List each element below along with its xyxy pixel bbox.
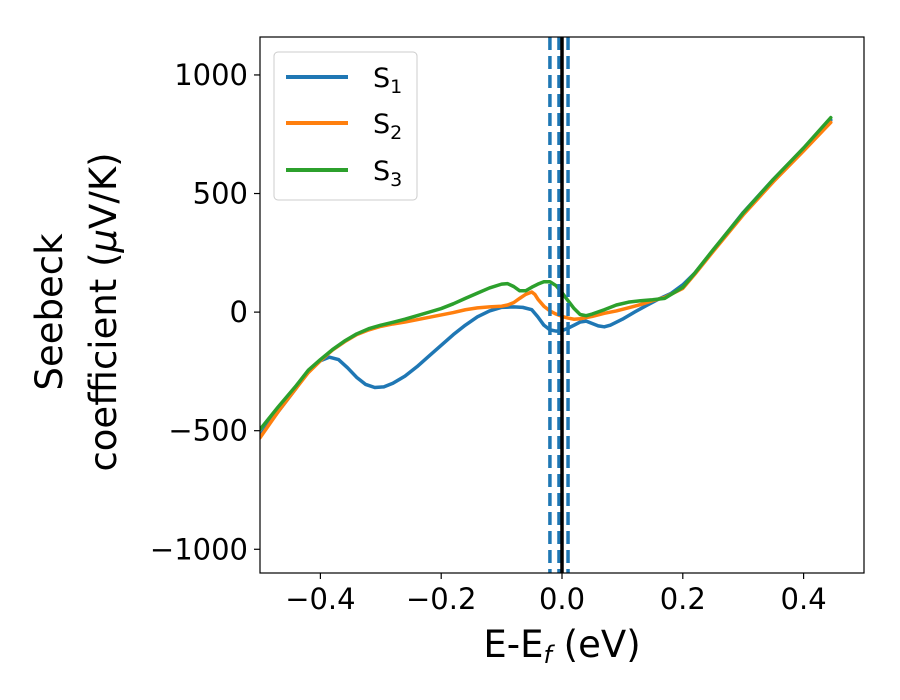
- legend: S1 S2 S3: [273, 51, 418, 201]
- series-line-s3: [260, 115, 833, 432]
- legend-label-s3: S3: [373, 156, 402, 191]
- y-tick-label: −500: [168, 414, 248, 448]
- y-tick-label: 500: [193, 177, 248, 211]
- x-tick-label: 0.2: [660, 582, 706, 616]
- y-tick-label: 0: [230, 295, 248, 329]
- y-tick-label: −1000: [150, 532, 248, 566]
- legend-box: [273, 51, 418, 201]
- legend-label-s2: S2: [373, 109, 402, 144]
- y-tick-label: 1000: [174, 58, 248, 92]
- x-tick-label: 0.0: [539, 582, 585, 616]
- y-axis-label: Seebeck coefficient (μV/K): [28, 152, 125, 471]
- plot-area: [260, 37, 833, 573]
- x-tick-label: 0.4: [781, 582, 827, 616]
- y-axis-label-line1: Seebeck: [28, 233, 71, 391]
- legend-label-s1: S1: [373, 63, 402, 98]
- x-tick-label: −0.2: [406, 582, 476, 616]
- axis-ticks: −0.4 −0.2 0.0 0.2 0.4 −1000 −500 0 500 1000: [150, 58, 827, 616]
- y-axis-label-line2: coefficient (μV/K): [82, 152, 125, 471]
- x-axis-label: E-Ef (eV): [483, 623, 640, 669]
- x-tick-label: −0.4: [285, 582, 355, 616]
